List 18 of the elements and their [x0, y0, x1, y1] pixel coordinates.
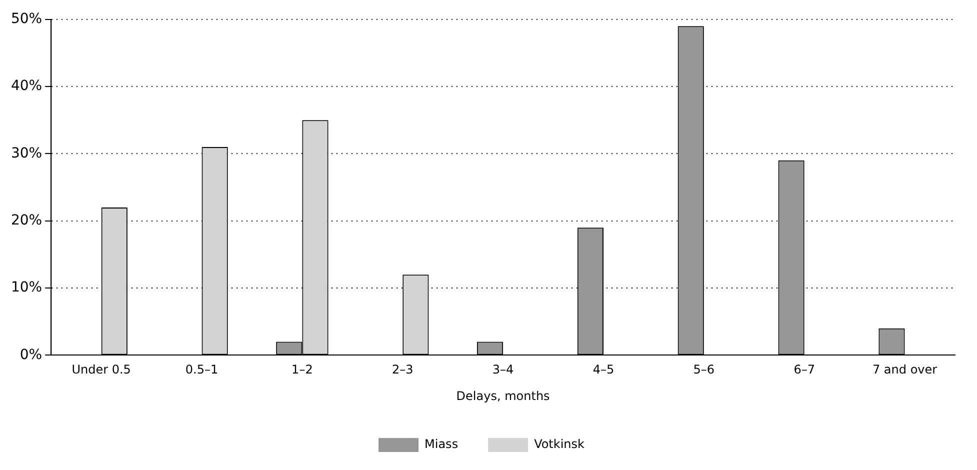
legend-label: Votkinsk — [534, 437, 585, 452]
x-tick-label: 7 and over — [872, 362, 938, 377]
x-tick-label: 2–3 — [392, 362, 414, 377]
x-tick-label: 6–7 — [794, 362, 815, 377]
y-tick-label: 50% — [10, 11, 42, 28]
x-tick-label: 0.5–1 — [185, 362, 218, 377]
legend-label: Miass — [424, 437, 458, 452]
y-tick-label: 30% — [10, 145, 42, 162]
x-axis-title: Delays, months — [456, 388, 550, 403]
x-tick-label: 4–5 — [592, 362, 614, 377]
y-tick-label: 20% — [10, 212, 42, 229]
y-tick-label: 10% — [10, 280, 42, 296]
x-tick-label: 3–4 — [492, 362, 514, 377]
x-tick-label: 1–2 — [292, 362, 313, 377]
y-tick-label: 40% — [10, 78, 42, 94]
y-tick-label: 0% — [20, 346, 42, 363]
x-tick-label: 5–6 — [693, 362, 715, 377]
x-tick-label: Under 0.5 — [72, 362, 131, 377]
